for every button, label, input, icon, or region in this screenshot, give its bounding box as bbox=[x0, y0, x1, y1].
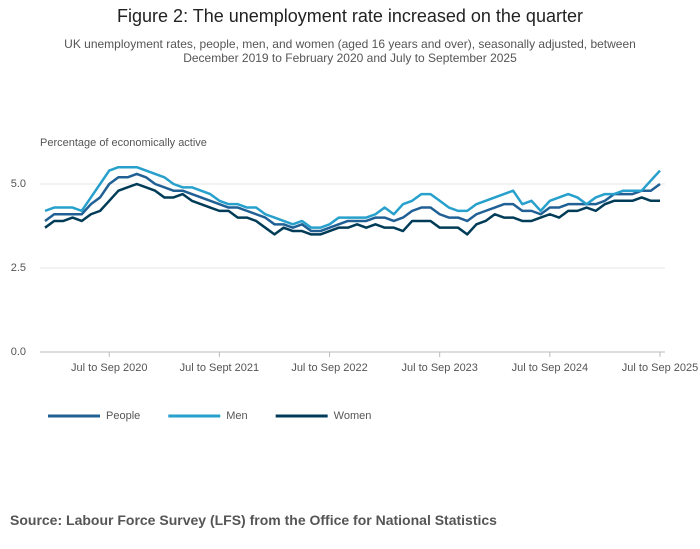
chart-subtitle: UK unemployment rates, people, men, and … bbox=[64, 37, 636, 65]
x-tick-label: Jul to Sep 2020 bbox=[71, 362, 147, 374]
y-tick-label: 2.5 bbox=[11, 262, 26, 274]
x-tick-label: Jul to Sep 2022 bbox=[291, 362, 367, 374]
legend-label: Men bbox=[226, 410, 247, 422]
series-line bbox=[44, 182, 660, 236]
legend-label: People bbox=[106, 410, 140, 422]
x-tick-label: Jul to Sep 2024 bbox=[512, 362, 588, 374]
series-line bbox=[44, 165, 661, 229]
y-axis-label: Percentage of economically active bbox=[40, 137, 207, 149]
source-note: Source: Labour Force Survey (LFS) from t… bbox=[10, 512, 497, 528]
series-line bbox=[44, 172, 661, 233]
y-tick-label: 5.0 bbox=[11, 178, 26, 190]
x-tick-label: Jul to Sep 2023 bbox=[401, 362, 477, 374]
x-tick-label: Jul to Sept 2021 bbox=[180, 362, 260, 374]
y-tick-label: 0.0 bbox=[11, 346, 26, 358]
x-tick-label: Jul to Sep 2025 bbox=[622, 362, 698, 374]
legend-label: Women bbox=[334, 410, 372, 422]
chart-title: Figure 2: The unemployment rate increase… bbox=[117, 6, 583, 26]
